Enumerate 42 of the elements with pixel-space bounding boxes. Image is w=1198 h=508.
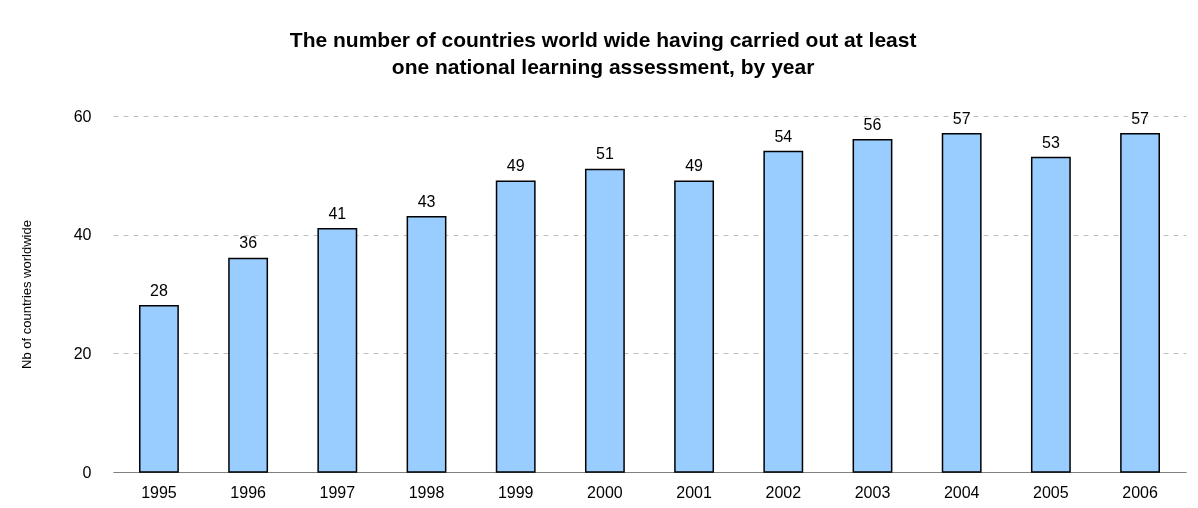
bar bbox=[674, 180, 715, 473]
data-label: 41 bbox=[328, 204, 347, 222]
bar bbox=[1030, 156, 1071, 473]
data-label: 51 bbox=[596, 145, 614, 163]
x-tick-label: 2005 bbox=[1033, 483, 1069, 501]
bar bbox=[584, 168, 625, 473]
x-tick-label: 2000 bbox=[587, 483, 623, 501]
y-tick-label: 0 bbox=[82, 463, 92, 481]
x-tick-label: 1997 bbox=[319, 483, 356, 501]
x-tick-label: 1998 bbox=[408, 483, 445, 501]
bar bbox=[763, 150, 804, 473]
x-tick-label: 1996 bbox=[230, 483, 267, 501]
x-tick-label: 1995 bbox=[141, 483, 177, 501]
x-tick-label: 1999 bbox=[497, 483, 534, 501]
x-tick-label: 2001 bbox=[676, 483, 712, 501]
x-tick-label: 2003 bbox=[854, 483, 891, 501]
x-tick-label: 2006 bbox=[1122, 483, 1158, 501]
y-tick-label: 40 bbox=[73, 226, 92, 244]
bar bbox=[495, 180, 536, 473]
data-label: 49 bbox=[506, 157, 525, 175]
data-label: 49 bbox=[685, 157, 704, 175]
data-label: 43 bbox=[417, 192, 436, 210]
data-label: 36 bbox=[239, 234, 258, 252]
x-tick-label: 2004 bbox=[943, 483, 980, 501]
data-label: 28 bbox=[150, 281, 168, 299]
data-label: 57 bbox=[1131, 109, 1150, 127]
bar bbox=[317, 227, 358, 473]
bar bbox=[139, 305, 179, 473]
bar bbox=[941, 133, 982, 473]
y-axis-title: Nb of countries worldwide bbox=[18, 220, 34, 369]
bar bbox=[406, 216, 447, 473]
data-label: 54 bbox=[774, 127, 793, 145]
bar bbox=[1120, 133, 1160, 473]
chart-title: The number of countries world wide having carried out at least one national learning assessment, by year bbox=[289, 28, 917, 78]
y-tick-label: 20 bbox=[73, 344, 92, 362]
x-tick-label: 2002 bbox=[765, 483, 802, 501]
data-label: 56 bbox=[863, 115, 882, 133]
bar bbox=[852, 138, 893, 473]
y-tick-label: 60 bbox=[73, 107, 92, 125]
bar bbox=[228, 257, 269, 473]
data-label: 53 bbox=[1041, 133, 1060, 151]
data-label: 57 bbox=[952, 109, 971, 127]
